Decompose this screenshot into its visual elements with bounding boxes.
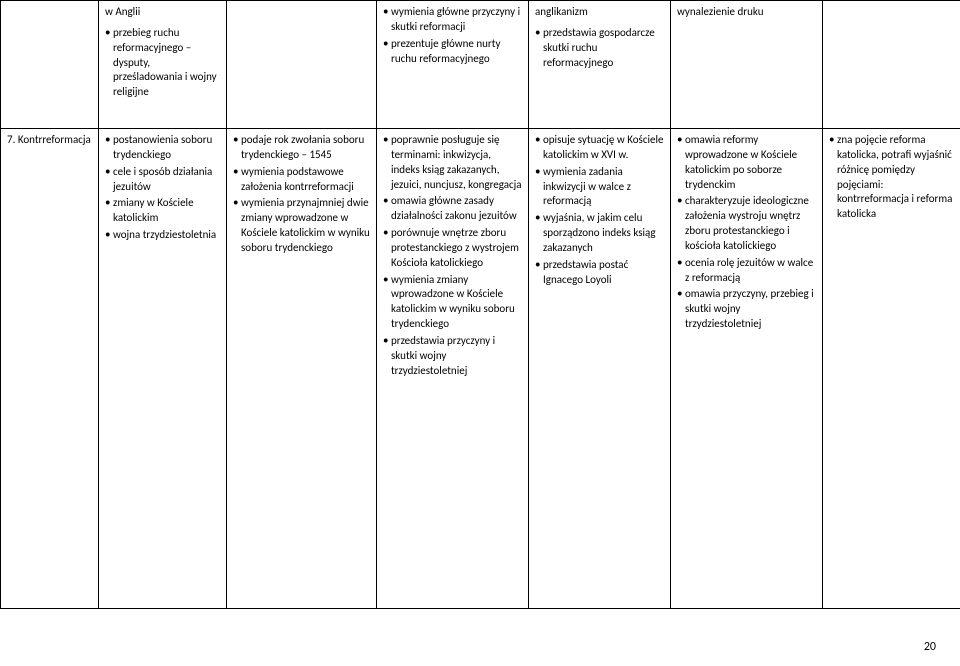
bullet-item: przedstawia gospodarcze skutki ruchu ref… [535,26,664,71]
bullet-item: wymienia podstawowe założenia kontrrefor… [233,165,370,195]
lead-text: anglikanizm [535,5,664,26]
bullet-item: przedstawia przyczyny i skutki wojny trz… [383,334,522,379]
page-number: 20 [924,640,936,654]
bullet-item: wyjaśnia, w jakim celu sporządzono indek… [535,211,664,256]
bullet-item: przedstawia postać Ignacego Loyoli [535,258,664,288]
bullet-item: omawia przyczyny, przebieg i skutki wojn… [677,287,816,332]
table-row: 7. Kontrreformacja postanowienia soboru … [1,129,960,609]
cell-r0-c0 [1,1,99,129]
bullet-item: wymienia zmiany wprowadzone w Kościele k… [383,273,522,332]
cell-r1-c6: zna pojęcie reforma katolicka, potrafi w… [823,129,960,609]
cell-r0-c5: wynalezienie druku [671,1,823,129]
bullet-item: wymienia przynajmniej dwie zmiany wprowa… [233,196,370,255]
bullet-item: postanowienia soboru trydenckiego [105,133,220,163]
cell-r1-c2: podaje rok zwołania soboru trydenckiego … [227,129,377,609]
bullet-item: poprawnie posługuje się terminami: inkwi… [383,133,522,192]
bullet-item: przebieg ruchu reformacyjnego – dysputy,… [105,26,220,100]
lead-text: w Anglii [105,5,220,26]
bullet-item: cele i sposób działania jezuitów [105,165,220,195]
bullet-item: wojna trzydziestoletnia [105,228,220,243]
bullet-item: omawia główne zasady działalności zakonu… [383,194,522,224]
row-title: 7. Kontrreformacja [7,133,91,146]
bullet-item: ocenia rolę jezuitów w walce z reformacj… [677,256,816,286]
bullet-item: charakteryzuje ideologiczne założenia wy… [677,194,816,253]
curriculum-table: w Anglii przebieg ruchu reformacyjnego –… [0,0,960,609]
bullet-item: zmiany w Kościele katolickim [105,196,220,226]
bullet-item: wymienia główne przyczyny i skutki refor… [383,5,522,35]
cell-r1-c1: postanowienia soboru trydenckiego cele i… [99,129,227,609]
bullet-item: podaje rok zwołania soboru trydenckiego … [233,133,370,163]
bullet-item: prezentuje główne nurty ruchu reformacyj… [383,37,522,67]
cell-r0-c3: wymienia główne przyczyny i skutki refor… [377,1,529,129]
cell-r1-c3: poprawnie posługuje się terminami: inkwi… [377,129,529,609]
bullet-item: wymienia zadania inkwizycji w walce z re… [535,165,664,210]
cell-r1-c0: 7. Kontrreformacja [1,129,99,609]
cell-r0-c1: w Anglii przebieg ruchu reformacyjnego –… [99,1,227,129]
cell-r1-c4: opisuje sytuację w Kościele katolickim w… [529,129,671,609]
lead-text: wynalezienie druku [677,5,816,26]
bullet-item: omawia reformy wprowadzone w Kościele ka… [677,133,816,192]
cell-r1-c5: omawia reformy wprowadzone w Kościele ka… [671,129,823,609]
cell-r0-c6 [823,1,960,129]
bullet-item: porównuje wnętrze zboru protestanckiego … [383,226,522,271]
bullet-item: zna pojęcie reforma katolicka, potrafi w… [829,133,954,222]
bullet-item: opisuje sytuację w Kościele katolickim w… [535,133,664,163]
cell-r0-c2 [227,1,377,129]
table-row: w Anglii przebieg ruchu reformacyjnego –… [1,1,960,129]
cell-r0-c4: anglikanizm przedstawia gospodarcze skut… [529,1,671,129]
